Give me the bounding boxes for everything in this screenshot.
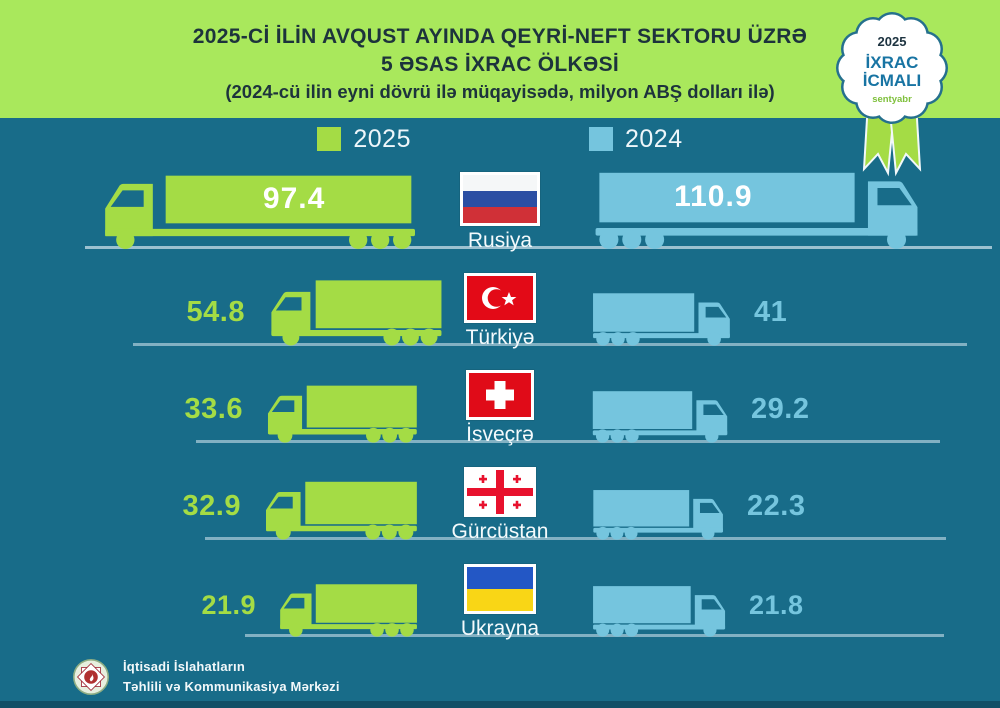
truck-2024-graphic <box>590 289 740 346</box>
badge-year: 2025 <box>878 34 907 49</box>
value-2025: 21.9 <box>201 590 256 620</box>
badge-word-2: İCMALI <box>863 71 922 90</box>
badge-word-1: İXRAC <box>866 53 919 72</box>
row-turkiye: 54.8 Türkiyə 41 <box>0 257 1000 354</box>
country-label: Rusiya <box>467 229 533 252</box>
flag-turkey <box>464 273 536 323</box>
value-2024: 29.2 <box>751 393 810 425</box>
legend-label-2025: 2025 <box>353 124 411 153</box>
subtitle: (2024-cü ilin eyni dövrü ilə müqayisədə,… <box>225 80 775 102</box>
badge-rosette <box>836 12 948 124</box>
value-2024: 41 <box>754 296 788 328</box>
road-line <box>205 537 946 540</box>
truck-2025-graphic <box>255 477 420 540</box>
value-2025: 33.6 <box>184 393 243 425</box>
flag-georgia <box>464 467 536 517</box>
chart-rows: 97.4 Rusiya 110.9 <box>0 160 1000 645</box>
value-2025: 32.9 <box>182 490 241 522</box>
truck-2024-graphic <box>590 387 737 443</box>
organization-name: İqtisadi İslahatların Təhlili və Kommuni… <box>123 657 340 696</box>
bottom-edge-strip <box>0 701 1000 708</box>
legend-swatch-2025 <box>317 127 342 151</box>
legend-swatch-2024 <box>589 127 613 151</box>
value-2025: 97.4 <box>262 181 326 215</box>
road-line <box>245 634 944 637</box>
country-label: Türkiyə <box>465 326 535 349</box>
value-2024: 22.3 <box>747 490 806 522</box>
truck-2025-graphic <box>270 580 420 637</box>
row-isvecre: 33.6 İsveçrə 29.2 <box>0 354 1000 451</box>
row-ukrayna: 21.9 Ukrayna 21.8 <box>0 548 1000 645</box>
truck-2025-graphic <box>259 275 445 346</box>
flag-russia <box>460 172 540 226</box>
truck-2024-graphic <box>590 582 735 637</box>
badge-month: sentyabr <box>872 94 912 105</box>
footer: İqtisadi İslahatların Təhlili və Kommuni… <box>0 645 1000 708</box>
legend-item-2024: 2024 <box>589 125 683 154</box>
flag-switzerland <box>466 370 534 420</box>
export-review-badge: 2025 İXRAC İCMALI sentyabr <box>828 10 956 186</box>
flag-ukraine <box>464 564 536 614</box>
title-line-2: 5 ƏSAS İXRAC ÖLKƏSİ <box>380 52 620 76</box>
truck-2025-graphic <box>257 381 420 443</box>
value-2024: 110.9 <box>674 179 753 213</box>
road-line <box>196 440 940 443</box>
value-2025: 54.8 <box>186 296 245 328</box>
organization-emblem-icon <box>72 658 110 695</box>
country-label: İsveçrə <box>466 423 534 446</box>
legend: 2025 2024 <box>0 118 1000 160</box>
title-line-1: 2025-Cİ İLİN AVQUST AYINDA QEYRİ-NEFT SE… <box>192 25 808 49</box>
legend-label-2024: 2024 <box>625 124 683 153</box>
org-line-2: Təhlili və Kommunikasiya Mərkəzi <box>123 678 340 694</box>
truck-2024-graphic <box>590 486 733 540</box>
row-rusiya: 97.4 Rusiya 110.9 <box>0 160 1000 257</box>
country-label: Ukrayna <box>460 617 540 640</box>
row-gurcustan: 32.9 <box>0 451 1000 548</box>
value-2024: 21.8 <box>749 590 804 620</box>
header-banner: 2025-Cİ İLİN AVQUST AYINDA QEYRİ-NEFT SE… <box>0 0 1000 118</box>
legend-item-2025: 2025 <box>317 125 411 154</box>
road-line <box>85 246 992 249</box>
org-line-1: İqtisadi İslahatların <box>123 659 245 674</box>
country-label: Gürcüstan <box>451 520 549 543</box>
road-line <box>133 343 967 346</box>
